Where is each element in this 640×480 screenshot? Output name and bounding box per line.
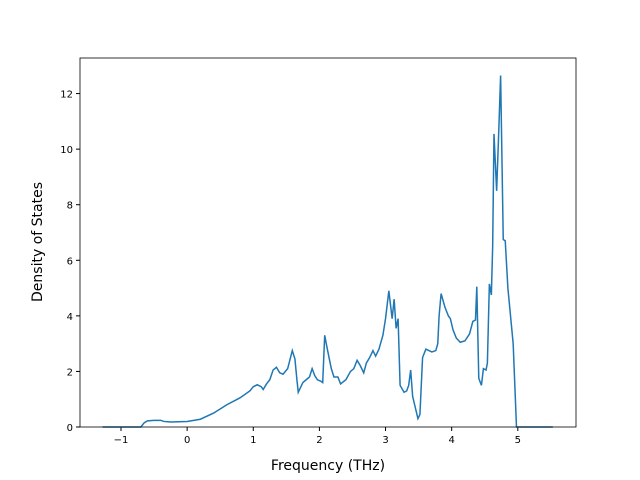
x-axis-label: Frequency (THz) <box>271 458 385 474</box>
y-tick-label: 6 <box>67 256 73 267</box>
y-tick-label: 4 <box>67 312 73 323</box>
y-tick-label: 2 <box>67 367 73 378</box>
x-tick-label: −1 <box>114 435 129 446</box>
y-axis-label: Density of States <box>30 182 46 302</box>
x-tick-label: 0 <box>184 435 190 446</box>
x-tick-label: 2 <box>316 435 322 446</box>
y-tick-label: 10 <box>60 145 73 156</box>
y-tick-label: 8 <box>67 201 73 212</box>
plot-frame <box>79 57 577 428</box>
line-series <box>102 75 553 428</box>
y-tick-label: 0 <box>67 423 73 434</box>
x-tick-label: 4 <box>448 435 454 446</box>
x-tick-label: 5 <box>515 435 521 446</box>
y-tick-label: 12 <box>60 90 73 101</box>
x-tick-label: 3 <box>382 435 388 446</box>
x-tick-label: 1 <box>250 435 256 446</box>
